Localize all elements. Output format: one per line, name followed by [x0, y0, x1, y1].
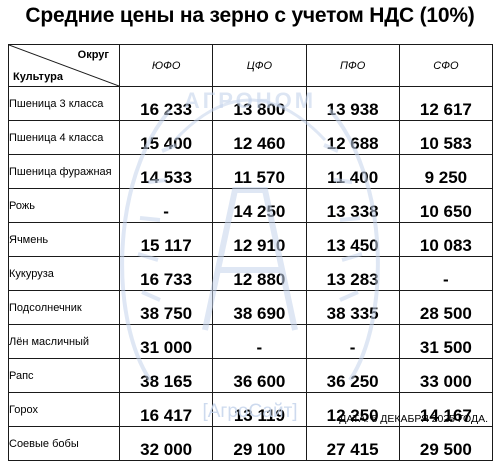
table-row: Кукуруза 16 733 12 880 13 283-	[8, 256, 494, 291]
table-row: Соевые бобы 32 000 29 100 27 415 29 500	[8, 426, 494, 461]
price-yufo: 14 533	[118, 154, 214, 189]
crop-name: Соевые бобы	[8, 426, 120, 461]
price-yufo: 15 117	[118, 222, 214, 257]
price-cfo: 38 690	[212, 290, 307, 325]
price-cfo: 13 119	[212, 392, 307, 427]
price-yufo: 15 400	[118, 120, 214, 155]
table-row: Ячмень 15 117 12 910 13 450 10 083	[8, 222, 494, 257]
price-sfo: 10 583	[398, 120, 494, 155]
table-row: Пшеница 3 класса 16 233 13 800 13 938 12 617	[8, 86, 494, 121]
price-sfo: 12 617	[398, 86, 494, 121]
price-pfo: 13 338	[305, 188, 400, 223]
header-corner-cell: Округ Культура	[8, 44, 120, 87]
crop-name: Пшеница фуражная	[8, 154, 120, 189]
crop-name: Пшеница 4 класса	[8, 120, 120, 155]
price-sfo: 29 500	[398, 426, 494, 461]
price-yufo: 16 733	[118, 256, 214, 291]
district-header-pfo: ПФО	[305, 44, 400, 87]
crop-name: Подсолнечник	[8, 290, 120, 325]
price-cfo: 36 600	[212, 358, 307, 393]
crop-name: Пшеница 3 класса	[8, 86, 120, 121]
price-sfo: 10 650	[398, 188, 494, 223]
price-pfo: 12 688	[305, 120, 400, 155]
price-sfo: 28 500	[398, 290, 494, 325]
crop-name: Лён масличный	[8, 324, 120, 359]
district-header-yufo: ЮФО	[118, 44, 214, 87]
price-pfo: 11 400	[305, 154, 400, 189]
crop-axis-label: Культура	[13, 71, 63, 83]
price-cfo: 12 460	[212, 120, 307, 155]
table-row: Пшеница 4 класса 15 400 12 460 12 688 10 583	[8, 120, 494, 155]
price-table: Округ Культура ЮФО ЦФО ПФО СФО Пшеница 3…	[8, 44, 494, 461]
date-caption: ДАТА: 5 ДЕКАБРЯ 2025 ГОДА.	[339, 413, 488, 425]
table-row: Лён масличный 31 000- -31 500	[8, 324, 494, 359]
price-sfo: 14 167	[398, 392, 494, 427]
price-sfo: -	[398, 256, 494, 291]
price-cfo: 12 910	[212, 222, 307, 257]
crop-name: Кукуруза	[8, 256, 120, 291]
table-row: Горох 16 417 13 119 12 250 14 167	[8, 392, 494, 427]
price-yufo: -	[118, 188, 214, 223]
price-cfo: -	[212, 324, 307, 359]
price-sfo: 33 000	[398, 358, 494, 393]
price-sfo: 9 250	[398, 154, 494, 189]
price-cfo: 13 800	[212, 86, 307, 121]
price-yufo: 16 417	[118, 392, 214, 427]
price-yufo: 32 000	[118, 426, 214, 461]
crop-name: Горох	[8, 392, 120, 427]
price-pfo: 12 250	[305, 392, 400, 427]
page-title: Средние цены на зерно с учетом НДС (10%)	[25, 4, 475, 27]
price-sfo: 10 083	[398, 222, 494, 257]
table-header-row: Округ Культура ЮФО ЦФО ПФО СФО	[8, 44, 494, 87]
price-pfo: 38 335	[305, 290, 400, 325]
price-yufo: 16 233	[118, 86, 214, 121]
price-cfo: 11 570	[212, 154, 307, 189]
crop-name: Рапс	[8, 358, 120, 393]
district-header-sfo: СФО	[398, 44, 494, 87]
price-pfo: -	[305, 324, 400, 359]
price-yufo: 38 165	[118, 358, 214, 393]
crop-name: Рожь	[8, 188, 120, 223]
price-pfo: 27 415	[305, 426, 400, 461]
table-row: Рожь -14 250 13 338 10 650	[8, 188, 494, 223]
price-pfo: 13 283	[305, 256, 400, 291]
price-pfo: 13 938	[305, 86, 400, 121]
table-row: Подсолнечник 38 750 38 690 38 335 28 500	[8, 290, 494, 325]
price-sfo: 31 500	[398, 324, 494, 359]
price-pfo: 36 250	[305, 358, 400, 393]
diagonal-divider	[9, 45, 119, 86]
district-header-cfo: ЦФО	[212, 44, 307, 87]
district-axis-label: Округ	[77, 49, 109, 61]
table-row: Пшеница фуражная 14 533 11 570 11 400 9 250	[8, 154, 494, 189]
price-pfo: 13 450	[305, 222, 400, 257]
price-cfo: 29 100	[212, 426, 307, 461]
price-cfo: 12 880	[212, 256, 307, 291]
table-row: Рапс 38 165 36 600 36 250 33 000	[8, 358, 494, 393]
price-cfo: 14 250	[212, 188, 307, 223]
crop-name: Ячмень	[8, 222, 120, 257]
price-yufo: 31 000	[118, 324, 214, 359]
price-yufo: 38 750	[118, 290, 214, 325]
